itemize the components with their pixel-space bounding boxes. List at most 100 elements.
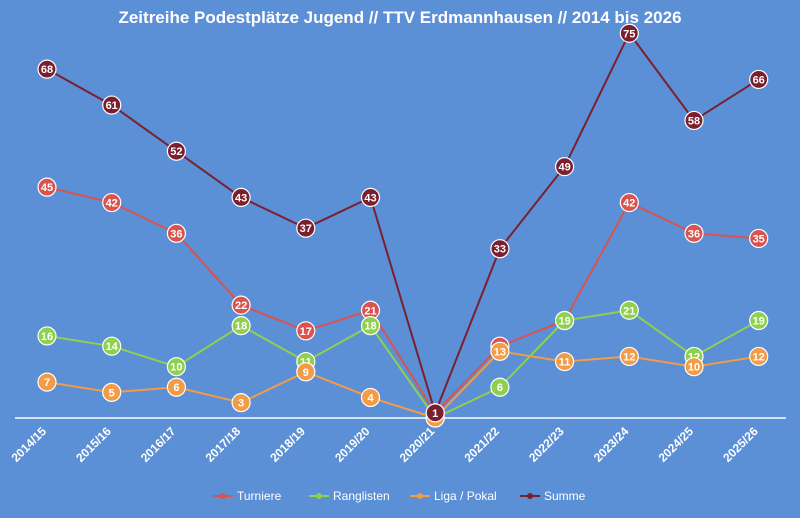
data-label-summe-4: 37 [300, 223, 312, 235]
data-label-liga-pokal-5: 4 [367, 392, 374, 404]
data-point-turniere-9 [619, 192, 639, 213]
data-label-ranglisten-7: 6 [497, 382, 503, 394]
data-label-turniere-5: 21 [364, 305, 376, 317]
data-point-summe-2 [166, 141, 186, 161]
data-label-liga-pokal-1: 5 [109, 387, 115, 399]
data-point-turniere-11 [749, 228, 769, 249]
x-tick-label: 2017/18 [203, 424, 244, 465]
x-tick-label: 2025/26 [720, 424, 761, 465]
data-point-summe-4 [296, 218, 316, 238]
series-line-ranglisten [46, 309, 760, 420]
legend-label-ranglisten: Ranglisten [333, 489, 390, 503]
legend-item-ranglisten: Ranglisten [309, 489, 390, 503]
data-label-summe-2: 52 [170, 146, 182, 158]
data-label-turniere-9: 42 [623, 198, 635, 210]
legend-marker-turniere [220, 493, 226, 499]
data-label-ranglisten-11: 19 [753, 316, 765, 328]
data-point-summe-10 [684, 110, 704, 131]
data-label-liga-pokal-7: 13 [494, 346, 506, 358]
data-point-ranglisten-7 [490, 377, 510, 397]
data-label-summe-11: 66 [753, 74, 765, 86]
legend-label-liga-pokal: Liga / Pokal [434, 489, 497, 503]
data-point-ranglisten-3 [231, 316, 251, 336]
x-tick-label: 2019/20 [332, 424, 373, 465]
data-label-turniere-0: 45 [41, 182, 53, 194]
data-label-summe-3: 43 [235, 192, 247, 204]
legend-label-summe: Summe [544, 489, 586, 503]
data-label-liga-pokal-2: 6 [173, 382, 179, 394]
data-point-turniere-1 [102, 192, 122, 213]
data-label-turniere-10: 36 [688, 228, 700, 240]
legend-marker-ranglisten [316, 493, 322, 499]
legend-item-liga-pokal: Liga / Pokal [410, 489, 497, 503]
data-point-summe-7 [490, 239, 510, 259]
data-point-ranglisten-0 [37, 326, 57, 346]
data-label-summe-6: 1 [432, 408, 438, 420]
data-label-turniere-11: 35 [753, 233, 765, 245]
x-tick-label: 2023/24 [591, 424, 632, 465]
data-point-liga-pokal-3 [231, 393, 251, 413]
data-point-ranglisten-2 [166, 357, 186, 377]
series-line-summe [46, 31, 760, 416]
data-point-turniere-0 [37, 177, 57, 197]
data-label-ranglisten-0: 16 [41, 331, 53, 343]
data-label-liga-pokal-8: 11 [559, 357, 571, 369]
x-tick-labels: 2014/15 2015/16 2016/17 2017/18 2018/19 2019/… [9, 424, 762, 465]
data-label-summe-9: 75 [623, 28, 635, 40]
data-point-ranglisten-11 [749, 310, 769, 331]
data-point-turniere-4 [296, 321, 316, 341]
data-point-turniere-10 [684, 223, 704, 243]
x-tick-label: 2020/21 [397, 424, 438, 465]
data-point-summe-3 [231, 187, 251, 208]
x-tick-label: 2021/22 [461, 424, 502, 465]
data-label-turniere-2: 36 [170, 228, 182, 240]
x-tick-label: 2018/19 [267, 424, 308, 465]
legend-label-turniere: Turniere [237, 489, 282, 503]
data-label-ranglisten-3: 18 [235, 321, 247, 333]
data-point-summe-11 [749, 69, 769, 90]
data-point-summe-5 [360, 187, 381, 208]
data-label-liga-pokal-10: 10 [688, 362, 700, 374]
data-label-summe-5: 43 [364, 192, 376, 204]
legend-item-turniere: Turniere [213, 489, 282, 503]
data-point-summe-6 [425, 403, 445, 423]
data-point-liga-pokal-1 [102, 382, 122, 402]
x-tick-label: 2016/17 [138, 424, 179, 465]
x-tick-label: 2022/23 [526, 424, 567, 465]
data-point-summe-0 [37, 59, 57, 79]
data-point-liga-pokal-11 [749, 346, 769, 367]
legend: Turniere Ranglisten Liga / Pokal Summe [213, 489, 586, 503]
data-point-liga-pokal-4 [296, 362, 316, 382]
data-label-turniere-1: 42 [106, 198, 118, 210]
data-point-summe-1 [102, 95, 122, 115]
x-tick-label: 2015/16 [73, 424, 114, 465]
series-line-turniere [46, 186, 759, 415]
data-label-summe-0: 68 [41, 64, 53, 76]
legend-marker-liga-pokal [417, 493, 423, 499]
data-label-liga-pokal-4: 9 [303, 367, 309, 379]
data-label-liga-pokal-9: 12 [623, 351, 635, 363]
data-point-liga-pokal-10 [684, 357, 704, 377]
x-tick-label: 2024/25 [656, 424, 697, 465]
data-label-turniere-4: 17 [300, 326, 312, 338]
data-label-ranglisten-8: 19 [558, 316, 570, 328]
data-label-ranglisten-1: 14 [106, 341, 119, 353]
chart-title: Zeitreihe Podestplätze Jugend // TTV Erd… [118, 8, 682, 27]
data-label-ranglisten-9: 21 [623, 305, 635, 317]
data-label-ranglisten-2: 10 [170, 362, 182, 374]
data-point-summe-8 [554, 157, 575, 177]
data-point-liga-pokal-7 [490, 341, 510, 361]
data-point-liga-pokal-9 [619, 346, 639, 367]
data-point-liga-pokal-5 [360, 387, 381, 408]
data-point-ranglisten-1 [102, 336, 122, 356]
data-point-liga-pokal-2 [166, 377, 186, 397]
data-point-ranglisten-8 [554, 310, 575, 331]
data-point-turniere-3 [231, 295, 251, 315]
data-label-liga-pokal-0: 7 [44, 377, 50, 389]
data-label-summe-1: 61 [106, 100, 118, 112]
data-label-summe-8: 49 [558, 162, 570, 174]
series-turniere: 45423622172111419423635 [37, 177, 769, 423]
